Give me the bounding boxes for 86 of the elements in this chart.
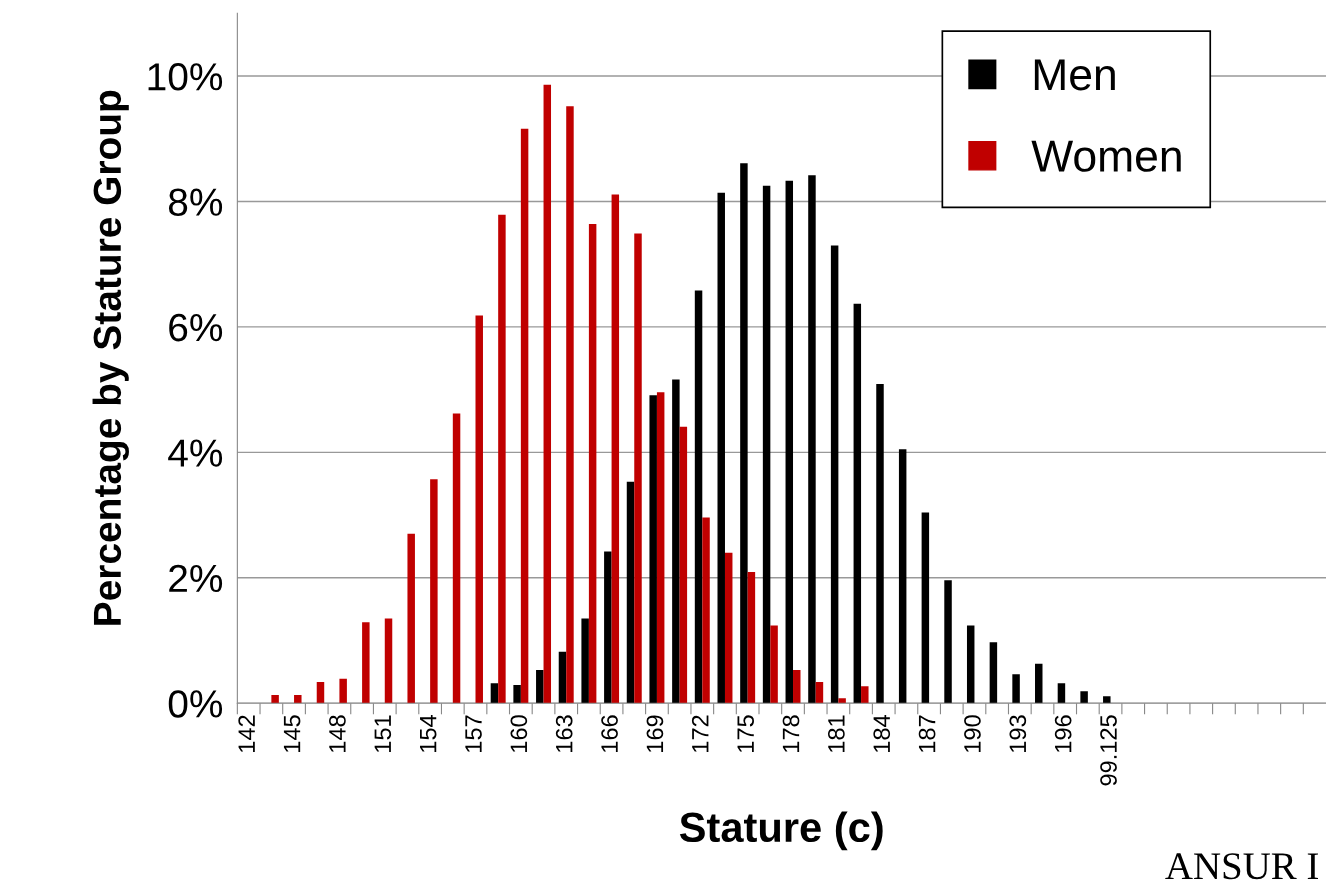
- x-tick-label: 184: [873, 715, 891, 752]
- bar: [588, 224, 597, 704]
- bar: [724, 552, 733, 704]
- bar: [679, 426, 688, 704]
- bar: [520, 128, 529, 704]
- text: ANSUR I: [1165, 853, 1318, 880]
- bar: [1057, 683, 1066, 704]
- x-tick-label: 193: [1009, 715, 1027, 752]
- bar: [672, 379, 680, 704]
- y-tick-label: 6%: [169, 313, 223, 342]
- bar: [339, 678, 347, 704]
- bar: [838, 698, 846, 704]
- bar: [785, 180, 794, 704]
- x-tick-label: 169: [646, 715, 664, 752]
- bar: [861, 686, 869, 704]
- bar: [770, 625, 778, 704]
- x-tick-label: 166: [601, 715, 618, 752]
- bar: [634, 233, 642, 704]
- x-tick-label: 142: [238, 715, 255, 752]
- bar: [921, 512, 930, 704]
- bar: [808, 175, 816, 704]
- bar: [294, 695, 302, 704]
- bar: [558, 651, 567, 704]
- bar: [1035, 663, 1043, 704]
- x-tick-label: 181: [828, 715, 845, 752]
- x-tick-label: 99.125: [1100, 715, 1117, 786]
- x-tick-label: 157: [465, 715, 482, 752]
- bar: [581, 618, 589, 704]
- bar: [989, 642, 998, 704]
- bar: [452, 413, 461, 704]
- bar: [815, 681, 824, 704]
- legend-label: Women: [1031, 140, 1181, 172]
- x-tick-label: 190: [964, 715, 981, 752]
- x-tick-label: 178: [782, 715, 800, 752]
- x-tick-label: 151: [374, 715, 392, 752]
- bar: [566, 106, 574, 704]
- bar: [604, 551, 612, 704]
- bar: [611, 194, 620, 704]
- x-tick-label: 154: [420, 715, 437, 752]
- bar: [853, 303, 862, 704]
- bar: [430, 479, 438, 704]
- bar: [762, 185, 771, 704]
- bar: [271, 695, 279, 704]
- x-tick-label: 175: [737, 715, 754, 752]
- bar: [898, 449, 907, 704]
- bar: [536, 669, 544, 704]
- bar: [543, 84, 552, 704]
- bar: [876, 383, 884, 704]
- bar: [1080, 691, 1088, 704]
- bar: [740, 163, 748, 704]
- legend-label: Men: [1034, 59, 1115, 91]
- y-tick-label: 0%: [168, 690, 223, 718]
- x-axis-title: Stature (c): [679, 811, 883, 851]
- bar: [702, 517, 710, 704]
- bar: [513, 685, 521, 704]
- bar: [407, 533, 415, 704]
- x-tick-label: 148: [329, 715, 346, 752]
- x-tick-label: 196: [1054, 715, 1072, 752]
- bar: [830, 245, 839, 704]
- x-tick-label: 163: [555, 715, 573, 752]
- x-tick-label: 145: [283, 715, 301, 752]
- bar: [656, 392, 665, 704]
- bar: [384, 618, 393, 704]
- bar: [626, 481, 635, 704]
- y-tick-label: 10%: [148, 62, 223, 91]
- bar: [490, 683, 499, 704]
- bar: [362, 622, 370, 704]
- x-tick-label: 160: [510, 715, 528, 752]
- bar: [1012, 674, 1020, 704]
- y-tick-label: 2%: [169, 564, 223, 593]
- bar: [498, 214, 506, 704]
- bar: [649, 395, 657, 704]
- bar: [944, 580, 952, 704]
- bar: [747, 572, 756, 704]
- y-tick-label: 4%: [168, 439, 223, 467]
- bar: [966, 625, 975, 704]
- bar: [316, 681, 325, 704]
- bar: [1103, 696, 1111, 704]
- x-tick-label: 187: [918, 715, 936, 752]
- bar: [694, 290, 703, 704]
- bar: [475, 315, 483, 704]
- x-tick-label: 172: [691, 715, 709, 752]
- y-axis-title: Percentage by Stature Group: [92, 90, 129, 625]
- y-tick-label: 8%: [168, 188, 223, 216]
- bar: [717, 192, 725, 704]
- bar: [793, 669, 801, 704]
